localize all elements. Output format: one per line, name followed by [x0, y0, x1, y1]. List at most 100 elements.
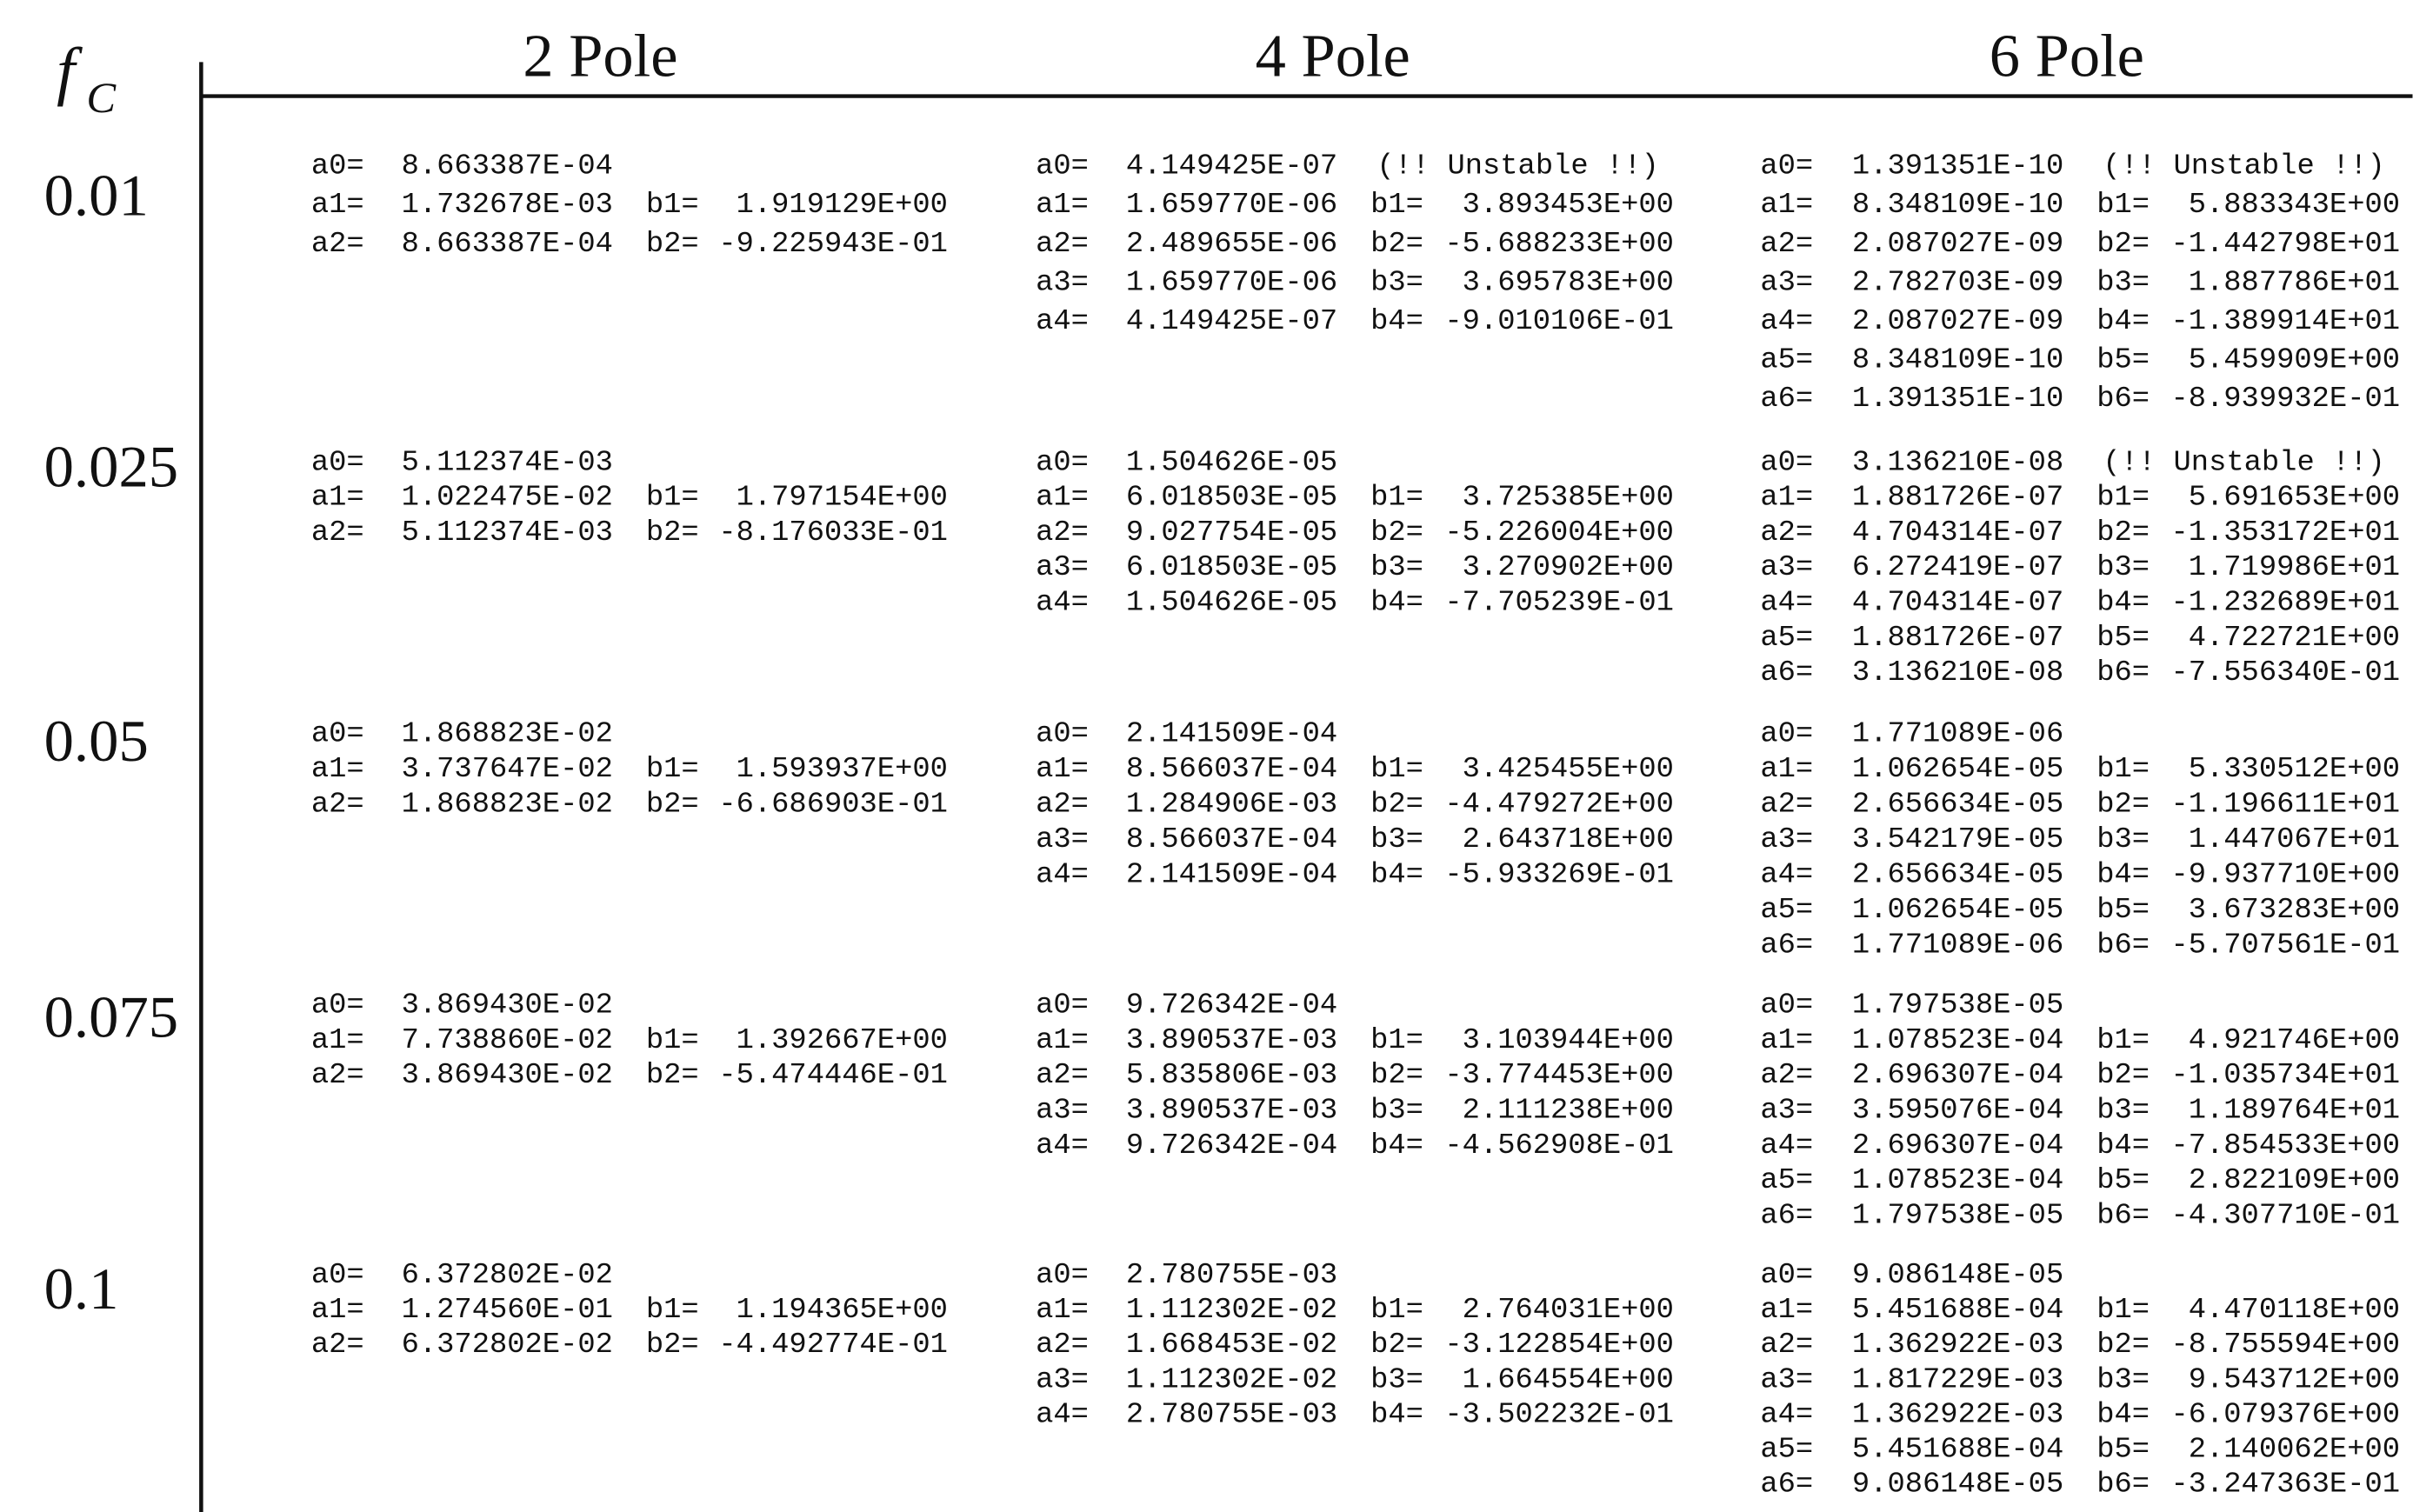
a-label: a1=	[1760, 753, 1813, 786]
b-value: 1.194365E+00	[737, 1294, 948, 1327]
a-value: 1.062654E-05	[1852, 894, 2063, 927]
b-label: b4=	[2096, 305, 2150, 338]
a-label: a2=	[1036, 228, 1089, 261]
b-label: b5=	[2096, 1164, 2150, 1197]
a-value: 3.595076E-04	[1852, 1095, 2063, 1128]
a-value: 2.141509E-04	[1126, 718, 1337, 751]
fc-value: 0.075	[44, 984, 179, 1049]
a-label: a1=	[311, 189, 364, 222]
b-value: -8.176033E-01	[718, 516, 948, 550]
b-label: b2=	[646, 789, 699, 822]
b-label: b2=	[1370, 789, 1423, 822]
a-label: a6=	[1760, 383, 1813, 416]
a-label: a1=	[1036, 482, 1089, 515]
b-value: -9.937710E+00	[2170, 859, 2400, 892]
a-value: 4.704314E-07	[1852, 587, 2063, 620]
a-value: 6.018503E-05	[1126, 551, 1337, 584]
a-label: a1=	[1760, 189, 1813, 222]
b-value: -5.474446E-01	[718, 1059, 948, 1092]
b-label: b3=	[2096, 823, 2150, 856]
b-value: 1.447067E+01	[2189, 823, 2400, 856]
b-label: b6=	[2096, 1469, 2150, 1502]
b-label: b1=	[646, 1024, 699, 1057]
b-label: b2=	[1370, 1059, 1423, 1092]
a-label: a4=	[1760, 1129, 1813, 1162]
a-label: a3=	[1036, 1095, 1089, 1128]
a-label: a5=	[1760, 894, 1813, 927]
a-value: 3.737647E-02	[402, 753, 613, 786]
a-value: 1.771089E-06	[1852, 929, 2063, 962]
b-label: b3=	[1370, 551, 1423, 584]
a-label: a3=	[1036, 1363, 1089, 1396]
b-label: b5=	[2096, 1434, 2150, 1467]
b-label: b4=	[1370, 305, 1423, 338]
a-label: a0=	[1760, 150, 1813, 183]
a-label: a0=	[1036, 989, 1089, 1022]
a-value: 2.087027E-09	[1852, 228, 2063, 261]
a-label: a0=	[311, 718, 364, 751]
fc-subscript: C	[86, 73, 116, 122]
b-label: b2=	[2096, 1059, 2150, 1092]
b-label: b1=	[1370, 1024, 1423, 1057]
a-value: 3.869430E-02	[402, 1059, 613, 1092]
b-value: -4.562908E-01	[1444, 1129, 1674, 1162]
a-label: a5=	[1760, 622, 1813, 655]
a-value: 1.881726E-07	[1852, 482, 2063, 515]
b-label: b2=	[2096, 789, 2150, 822]
a-value: 1.274560E-01	[402, 1294, 613, 1327]
a-label: a2=	[1760, 228, 1813, 261]
b-value: 1.392667E+00	[737, 1024, 948, 1057]
a-label: a2=	[1760, 789, 1813, 822]
a-label: a4=	[1036, 305, 1089, 338]
a-label: a4=	[1760, 587, 1813, 620]
b-value: -8.939932E-01	[2170, 383, 2400, 416]
b-value: -9.010106E-01	[1444, 305, 1674, 338]
a-label: a0=	[1036, 150, 1089, 183]
b-value: 3.695783E+00	[1463, 267, 1674, 300]
a-label: a0=	[1760, 1259, 1813, 1292]
a-label: a2=	[1036, 1059, 1089, 1092]
b-label: b3=	[2096, 1363, 2150, 1396]
a-label: a1=	[1036, 1294, 1089, 1327]
b-label: b2=	[646, 516, 699, 550]
b-label: b3=	[2096, 267, 2150, 300]
a-label: a2=	[311, 228, 364, 261]
a-value: 1.732678E-03	[402, 189, 613, 222]
a-value: 2.141509E-04	[1126, 859, 1337, 892]
a-value: 9.027754E-05	[1126, 516, 1337, 550]
a-label: a1=	[311, 753, 364, 786]
b-label: b1=	[646, 189, 699, 222]
a-value: 8.566037E-04	[1126, 823, 1337, 856]
b-value: -3.502232E-01	[1444, 1399, 1674, 1432]
b-label: b6=	[2096, 656, 2150, 689]
a-value: 1.362922E-03	[1852, 1329, 2063, 1362]
a-label: a1=	[311, 482, 364, 515]
a-value: 2.087027E-09	[1852, 305, 2063, 338]
a-label: a3=	[1036, 267, 1089, 300]
a-value: 1.391351E-10	[1852, 383, 2063, 416]
a-label: a6=	[1760, 1469, 1813, 1502]
b-value: -9.225943E-01	[718, 228, 948, 261]
a-value: 8.663387E-04	[402, 150, 613, 183]
b-label: b2=	[2096, 1329, 2150, 1362]
a-value: 1.362922E-03	[1852, 1399, 2063, 1432]
a-label: a4=	[1036, 587, 1089, 620]
b-label: b1=	[2096, 1294, 2150, 1327]
a-value: 7.738860E-02	[402, 1024, 613, 1057]
b-value: -1.196611E+01	[2170, 789, 2400, 822]
a-value: 1.817229E-03	[1852, 1363, 2063, 1396]
a-label: a4=	[1760, 305, 1813, 338]
a-value: 2.656634E-05	[1852, 859, 2063, 892]
b-label: b2=	[1370, 516, 1423, 550]
a-value: 3.542179E-05	[1852, 823, 2063, 856]
a-label: a0=	[311, 447, 364, 480]
b-value: -7.854533E+00	[2170, 1129, 2400, 1162]
b-label: b5=	[2096, 344, 2150, 377]
a-label: a1=	[1036, 753, 1089, 786]
b-label: b4=	[1370, 1399, 1423, 1432]
a-label: a1=	[311, 1024, 364, 1057]
a-value: 1.659770E-06	[1126, 189, 1337, 222]
b-label: b1=	[1370, 1294, 1423, 1327]
a-value: 9.086148E-05	[1852, 1469, 2063, 1502]
b-value: -5.688233E+00	[1444, 228, 1674, 261]
